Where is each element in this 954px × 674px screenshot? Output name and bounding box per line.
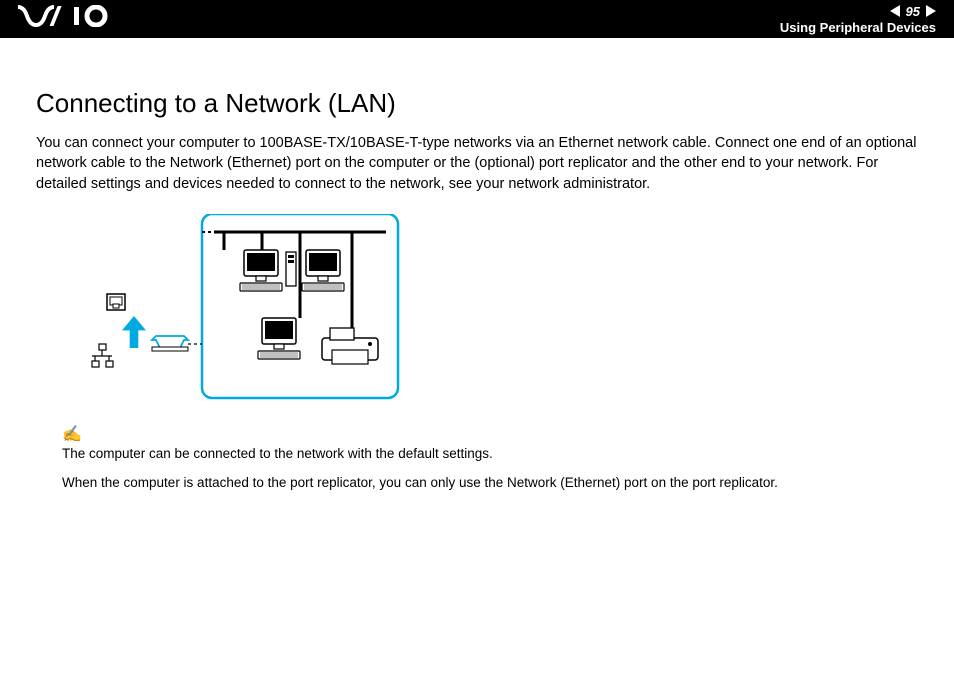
header-bar: 95 Using Peripheral Devices — [0, 0, 954, 38]
section-label: Using Peripheral Devices — [780, 20, 936, 35]
header-right: 95 Using Peripheral Devices — [780, 4, 936, 35]
nav-next-icon[interactable] — [926, 5, 936, 17]
note-2: When the computer is attached to the por… — [62, 475, 918, 490]
nav-prev-icon[interactable] — [890, 5, 900, 17]
vaio-logo — [18, 5, 118, 34]
note-1: The computer can be connected to the net… — [62, 446, 918, 461]
page-number: 95 — [906, 4, 920, 19]
intro-text: You can connect your computer to 100BASE… — [36, 133, 918, 194]
content-area: Connecting to a Network (LAN) You can co… — [0, 38, 954, 490]
page-title: Connecting to a Network (LAN) — [36, 88, 918, 119]
page-nav: 95 — [890, 4, 936, 19]
network-diagram — [62, 214, 402, 404]
note-icon: ✍ — [62, 424, 918, 444]
